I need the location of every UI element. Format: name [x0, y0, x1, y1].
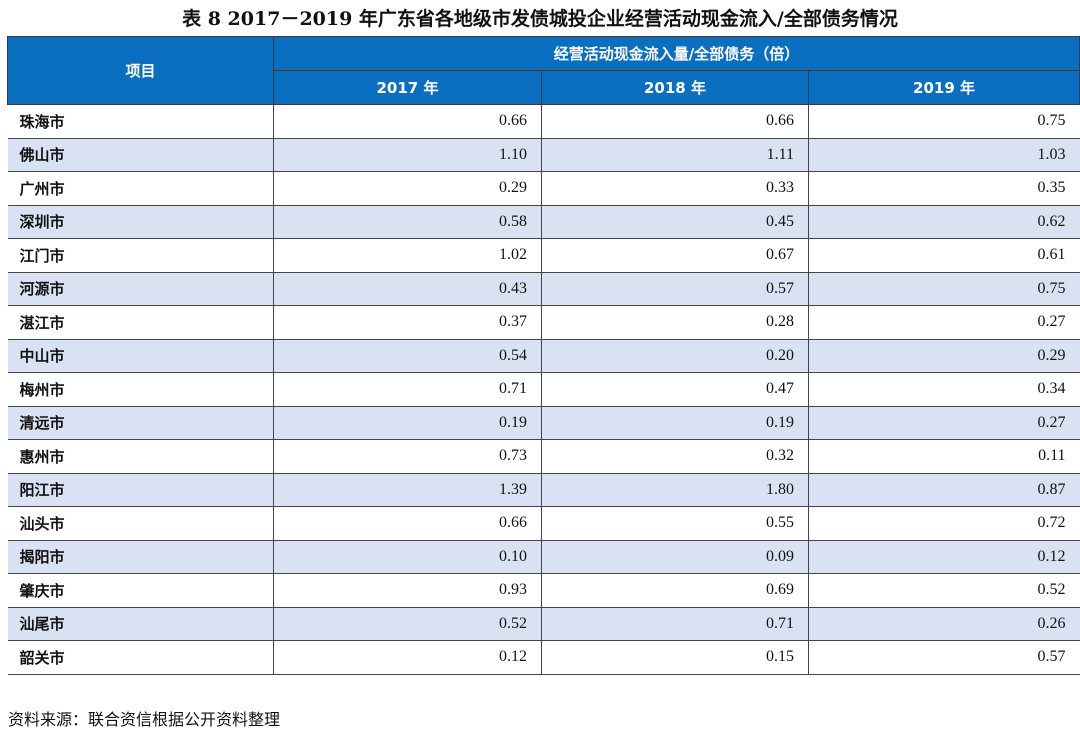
table-row: 阳江市 1.39 1.80 0.87: [7, 472, 1080, 507]
value-cell: 1.03: [807, 137, 1080, 172]
city-name: 湛江市: [7, 305, 274, 340]
table-row: 珠海市 0.66 0.66 0.75: [7, 104, 1080, 139]
value-cell: 0.67: [541, 238, 809, 273]
header-item: 项目: [7, 36, 274, 105]
value-cell: 0.52: [807, 573, 1080, 608]
table-row: 中山市 0.54 0.20 0.29: [7, 338, 1080, 373]
table-row: 广州市 0.29 0.33 0.35: [7, 171, 1080, 206]
value-cell: 0.66: [273, 506, 542, 541]
value-cell: 0.34: [807, 372, 1080, 407]
value-cell: 0.75: [807, 104, 1080, 139]
value-cell: 0.12: [273, 640, 542, 675]
city-name: 中山市: [7, 338, 274, 373]
value-cell: 0.66: [541, 104, 809, 139]
table-row: 惠州市 0.73 0.32 0.11: [7, 439, 1080, 474]
value-cell: 0.62: [807, 204, 1080, 239]
header-year-2019: 2019 年: [807, 70, 1080, 105]
value-cell: 0.27: [807, 405, 1080, 440]
table-row: 湛江市 0.37 0.28 0.27: [7, 305, 1080, 340]
table-row: 揭阳市 0.10 0.09 0.12: [7, 539, 1080, 574]
header-year-2018: 2018 年: [541, 70, 809, 105]
value-cell: 0.66: [273, 104, 542, 139]
table-row: 梅州市 0.71 0.47 0.34: [7, 372, 1080, 407]
table-row: 清远市 0.19 0.19 0.27: [7, 405, 1080, 440]
value-cell: 0.87: [807, 472, 1080, 507]
value-cell: 0.57: [807, 640, 1080, 675]
value-cell: 0.54: [273, 338, 542, 373]
table-row: 深圳市 0.58 0.45 0.62: [7, 204, 1080, 239]
value-cell: 0.26: [807, 606, 1080, 641]
city-name: 汕头市: [7, 506, 274, 541]
city-name: 梅州市: [7, 372, 274, 407]
table-row: 肇庆市 0.93 0.69 0.52: [7, 573, 1080, 608]
table-row: 佛山市 1.10 1.11 1.03: [7, 137, 1080, 172]
value-cell: 0.71: [541, 606, 809, 641]
value-cell: 0.69: [541, 573, 809, 608]
table-title: 表 8 2017－2019 年广东省各地级市发债城投企业经营活动现金流入/全部债…: [182, 8, 898, 30]
value-cell: 0.75: [807, 271, 1080, 306]
value-cell: 0.58: [273, 204, 542, 239]
city-name: 汕尾市: [7, 606, 274, 641]
value-cell: 0.10: [273, 539, 542, 574]
value-cell: 1.11: [541, 137, 809, 172]
value-cell: 0.12: [807, 539, 1080, 574]
city-name: 广州市: [7, 171, 274, 206]
value-cell: 0.73: [273, 439, 542, 474]
value-cell: 0.33: [541, 171, 809, 206]
value-cell: 0.28: [541, 305, 809, 340]
value-cell: 1.02: [273, 238, 542, 273]
value-cell: 0.37: [273, 305, 542, 340]
value-cell: 0.52: [273, 606, 542, 641]
city-name: 肇庆市: [7, 573, 274, 608]
value-cell: 1.39: [273, 472, 542, 507]
value-cell: 0.20: [541, 338, 809, 373]
table-row: 江门市 1.02 0.67 0.61: [7, 238, 1080, 273]
value-cell: 0.43: [273, 271, 542, 306]
value-cell: 0.11: [807, 439, 1080, 474]
table-row: 汕尾市 0.52 0.71 0.26: [7, 606, 1080, 641]
value-cell: 0.93: [273, 573, 542, 608]
value-cell: 0.15: [541, 640, 809, 675]
city-name: 韶关市: [7, 640, 274, 675]
table-row: 河源市 0.43 0.57 0.75: [7, 271, 1080, 306]
value-cell: 0.27: [807, 305, 1080, 340]
value-cell: 0.29: [807, 338, 1080, 373]
table-row: 韶关市 0.12 0.15 0.57: [7, 640, 1080, 675]
city-name: 江门市: [7, 238, 274, 273]
city-name: 珠海市: [7, 104, 274, 139]
value-cell: 0.61: [807, 238, 1080, 273]
value-cell: 1.10: [273, 137, 542, 172]
header-group: 经营活动现金流入量/全部债务（倍）: [272, 36, 1080, 71]
city-name: 揭阳市: [7, 539, 274, 574]
value-cell: 0.55: [541, 506, 809, 541]
value-cell: 0.19: [541, 405, 809, 440]
city-name: 清远市: [7, 405, 274, 440]
value-cell: 0.45: [541, 204, 809, 239]
value-cell: 0.35: [807, 171, 1080, 206]
value-cell: 0.19: [273, 405, 542, 440]
city-name: 深圳市: [7, 204, 274, 239]
value-cell: 0.47: [541, 372, 809, 407]
value-cell: 0.32: [541, 439, 809, 474]
value-cell: 0.57: [541, 271, 809, 306]
header-year-2017: 2017 年: [273, 70, 542, 105]
value-cell: 0.72: [807, 506, 1080, 541]
value-cell: 0.71: [273, 372, 542, 407]
city-name: 阳江市: [7, 472, 274, 507]
city-name: 惠州市: [7, 439, 274, 474]
value-cell: 1.80: [541, 472, 809, 507]
source-note: 资料来源：联合资信根据公开资料整理: [8, 710, 281, 729]
value-cell: 0.29: [273, 171, 542, 206]
value-cell: 0.09: [541, 539, 809, 574]
table-row: 汕头市 0.66 0.55 0.72: [7, 506, 1080, 541]
city-name: 佛山市: [7, 137, 274, 172]
city-name: 河源市: [7, 271, 274, 306]
data-table: 项目 经营活动现金流入量/全部债务（倍） 2017 年 2018 年 2019 …: [7, 36, 1080, 675]
